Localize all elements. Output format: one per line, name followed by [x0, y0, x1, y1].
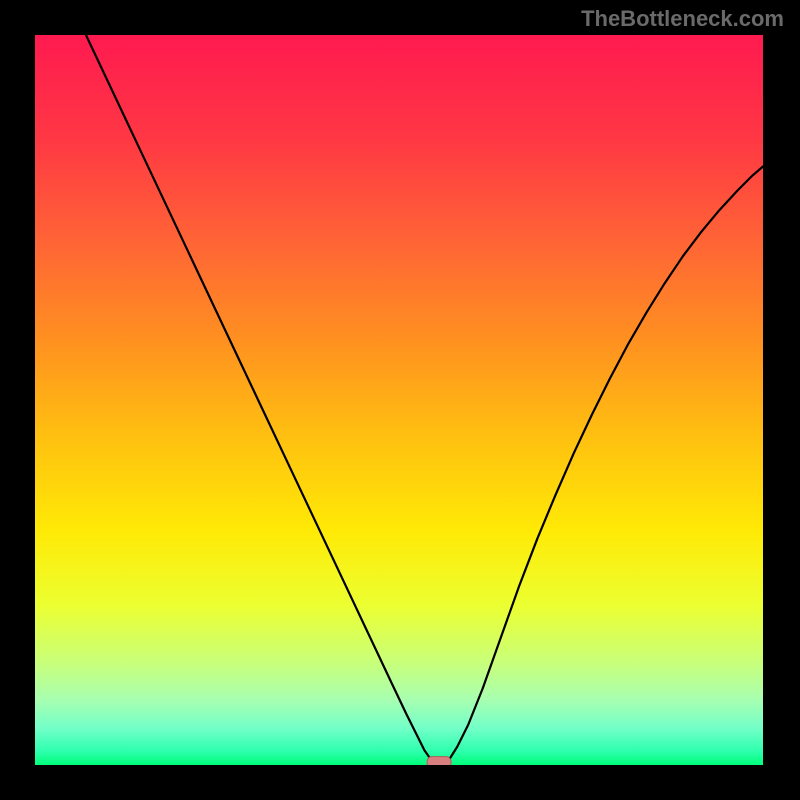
- chart-background: [35, 35, 763, 765]
- optimal-marker: [427, 757, 451, 765]
- bottleneck-chart: [35, 35, 763, 765]
- watermark-text: TheBottleneck.com: [581, 6, 784, 32]
